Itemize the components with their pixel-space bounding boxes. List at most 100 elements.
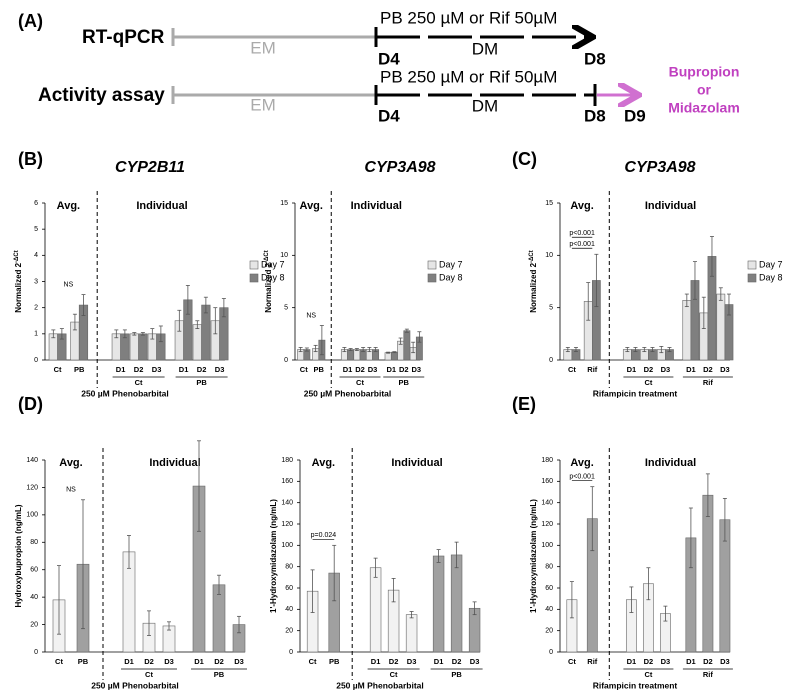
legend-swatch	[427, 273, 437, 283]
y-tick-label: 0	[284, 357, 288, 364]
group-title: Individual	[136, 200, 187, 212]
group-title: Avg.	[312, 457, 335, 469]
x-tick-label: D2	[134, 365, 144, 374]
x-tick-label: D2	[644, 657, 654, 666]
x-tick-label: PB	[314, 365, 325, 374]
group-label: Ct	[356, 378, 364, 387]
group-label: PB	[214, 670, 225, 679]
group-title: Individual	[391, 457, 442, 469]
x-axis-label: 250 µM Phenobarbital	[91, 680, 179, 690]
y-axis-label-main: Normalized 2	[14, 262, 23, 312]
panel-label: (B)	[18, 149, 43, 169]
x-tick-label: PB	[78, 657, 89, 666]
x-tick-label: D1	[124, 657, 134, 666]
y-axis-label-sup: -ΔCt	[264, 250, 270, 263]
y-axis-label: Hydroxybupropion (ng/mL)	[14, 504, 23, 607]
legend-label: Day 7	[439, 259, 463, 269]
x-tick-label: D3	[234, 657, 244, 666]
y-tick-label: 40	[545, 606, 553, 613]
x-tick-label: PB	[329, 657, 340, 666]
group-title: Avg.	[300, 200, 323, 212]
group-label: PB	[451, 670, 462, 679]
y-tick-label: 0	[34, 649, 38, 656]
panel-label: (C)	[512, 149, 537, 169]
bar	[129, 333, 139, 361]
y-tick-label: 10	[280, 252, 288, 259]
legend-swatch	[747, 260, 757, 270]
x-tick-label: D1	[116, 365, 126, 374]
y-tick-label: 4	[34, 252, 38, 259]
x-tick-label: D2	[197, 365, 207, 374]
bar	[192, 324, 202, 361]
y-axis-label-main: Hydroxybupropion (ng/mL)	[14, 504, 23, 607]
legend-swatch	[427, 260, 437, 270]
bar	[138, 333, 148, 361]
y-tick-label: 100	[541, 542, 553, 549]
group-label: Rif	[703, 378, 714, 387]
bar	[405, 614, 418, 653]
x-axis-label: 250 µM Phenobarbital	[81, 388, 169, 398]
x-tick-label: D1	[194, 657, 204, 666]
bar	[353, 349, 361, 361]
x-tick-label: D3	[164, 657, 174, 666]
bar	[369, 567, 382, 653]
legend-label: Day 8	[261, 272, 285, 282]
y-tick-label: 2	[34, 305, 38, 312]
x-axis-label: 250 µM Phenobarbital	[336, 680, 424, 690]
x-tick-label: D2	[399, 365, 409, 374]
y-axis-label-main: Normalized 2	[264, 262, 273, 312]
x-tick-label: Ct	[55, 657, 63, 666]
legend-label: Day 8	[439, 272, 463, 282]
x-tick-label: Ct	[568, 365, 576, 374]
row-label: Activity assay	[38, 85, 165, 106]
group-label: Ct	[390, 670, 398, 679]
annotation: NS	[66, 487, 76, 494]
x-tick-label: D2	[389, 657, 399, 666]
annotation: p<0.001	[569, 474, 595, 481]
y-tick-label: 15	[280, 200, 288, 207]
x-tick-label: D3	[407, 657, 417, 666]
em-label: EM	[250, 95, 276, 114]
chart-title: CYP2B11	[115, 159, 185, 176]
y-tick-label: 60	[545, 585, 553, 592]
x-tick-label: Rif	[587, 657, 598, 666]
y-tick-label: 140	[541, 500, 553, 507]
x-tick-label: D3	[152, 365, 162, 374]
legend-swatch	[249, 260, 259, 270]
x-tick-label: D1	[627, 657, 637, 666]
y-tick-label: 60	[285, 585, 293, 592]
y-tick-label: 20	[285, 628, 293, 635]
x-axis-label: 250 µM Phenobarbital	[304, 388, 392, 398]
substrate-label: Midazolam	[668, 100, 740, 116]
y-axis-label: Normalized 2-ΔCt	[264, 250, 274, 312]
x-tick-label: D2	[644, 365, 654, 374]
x-tick-label: D3	[720, 365, 730, 374]
x-tick-label: Ct	[568, 657, 576, 666]
bar	[682, 300, 692, 361]
chart-title: CYP3A98	[364, 159, 435, 176]
day-label: D8	[584, 49, 606, 68]
x-tick-label: D1	[686, 657, 696, 666]
y-tick-label: 180	[281, 457, 293, 464]
substrate-label: Bupropion	[669, 64, 740, 80]
x-tick-label: D1	[371, 657, 381, 666]
x-tick-label: D1	[434, 657, 444, 666]
x-tick-label: D3	[411, 365, 421, 374]
y-tick-label: 40	[285, 606, 293, 613]
y-tick-label: 5	[284, 305, 288, 312]
group-label: PB	[196, 378, 207, 387]
x-axis-label: Rifampicin treatment	[593, 388, 678, 398]
legend-label: Day 7	[261, 259, 285, 269]
row-label: RT-qPCR	[82, 27, 165, 48]
group-label: Ct	[644, 378, 652, 387]
x-axis-label: Rifampicin treatment	[593, 680, 678, 690]
y-tick-label: 40	[30, 594, 38, 601]
bar	[450, 554, 463, 653]
y-axis-label-sup: -ΔCt	[529, 250, 535, 263]
em-label: EM	[250, 38, 276, 57]
y-tick-label: 0	[549, 649, 553, 656]
x-tick-label: D2	[214, 657, 224, 666]
treatment-label: PB 250 µM or Rif 50µM	[380, 8, 557, 27]
panel-label: (D)	[18, 394, 43, 414]
y-tick-label: 120	[281, 521, 293, 528]
